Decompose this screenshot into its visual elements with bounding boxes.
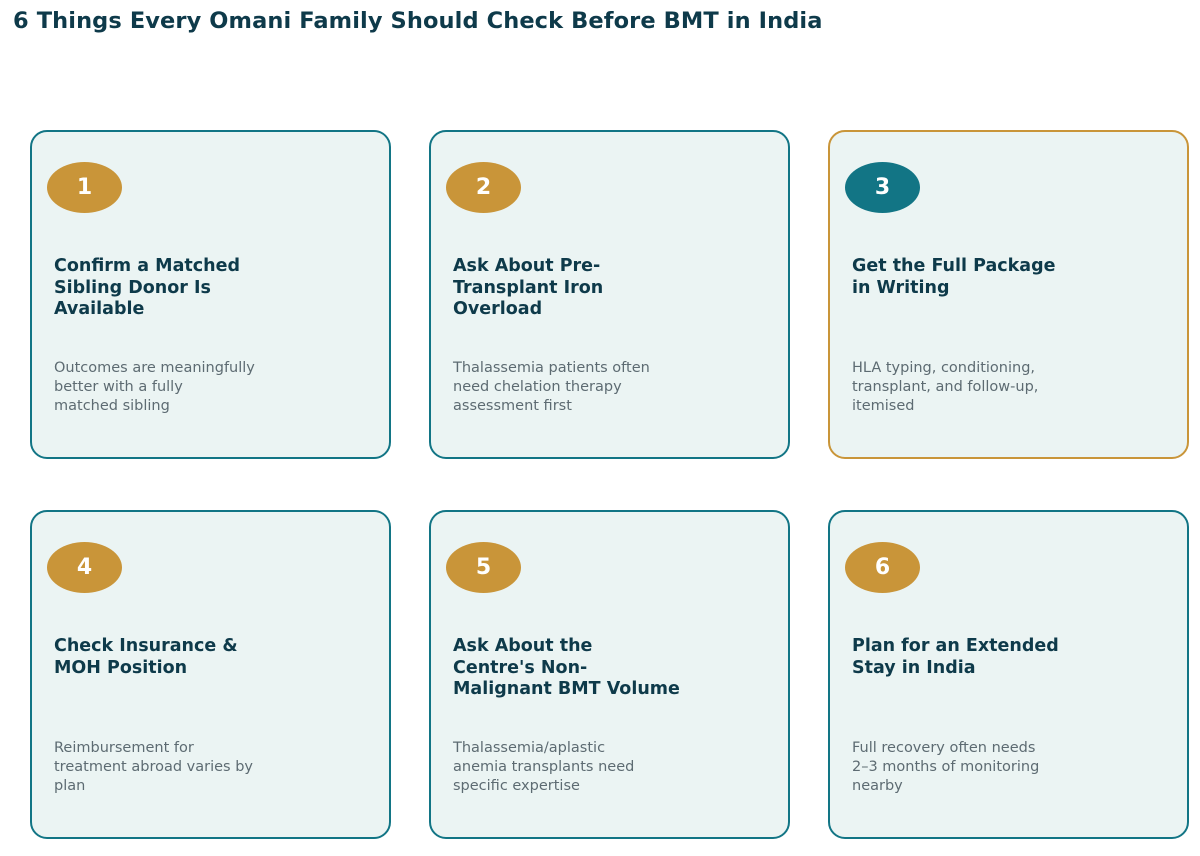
step-number-badge: 2 — [446, 162, 521, 213]
card-description: Thalassemia/aplastic anemia transplants … — [453, 740, 635, 795]
card-title: Confirm a Matched Sibling Donor Is Avail… — [54, 256, 240, 319]
card-title: Ask About Pre- Transplant Iron Overload — [453, 256, 604, 319]
checklist-card-3: 3 Get the Full Package in Writing HLA ty… — [828, 130, 1189, 459]
card-title: Plan for an Extended Stay in India — [852, 636, 1059, 678]
card-description: Full recovery often needs 2–3 months of … — [852, 740, 1040, 795]
card-description: Thalassemia patients often need chelatio… — [453, 360, 650, 415]
card-title: Check Insurance & MOH Position — [54, 636, 238, 678]
checklist-card-2: 2 Ask About Pre- Transplant Iron Overloa… — [429, 130, 790, 459]
step-number-badge: 3 — [845, 162, 920, 213]
checklist-card-4: 4 Check Insurance & MOH Position Reimbur… — [30, 510, 391, 839]
card-title: Ask About the Centre's Non- Malignant BM… — [453, 636, 680, 699]
card-title: Get the Full Package in Writing — [852, 256, 1056, 298]
card-description: Reimbursement for treatment abroad varie… — [54, 740, 253, 795]
checklist-card-5: 5 Ask About the Centre's Non- Malignant … — [429, 510, 790, 839]
card-description: HLA typing, conditioning, transplant, an… — [852, 360, 1039, 415]
step-number-badge: 5 — [446, 542, 521, 593]
step-number-badge: 4 — [47, 542, 122, 593]
card-description: Outcomes are meaningfully better with a … — [54, 360, 255, 415]
checklist-card-6: 6 Plan for an Extended Stay in India Ful… — [828, 510, 1189, 839]
page-title: 6 Things Every Omani Family Should Check… — [13, 8, 823, 34]
checklist-card-1: 1 Confirm a Matched Sibling Donor Is Ava… — [30, 130, 391, 459]
step-number-badge: 1 — [47, 162, 122, 213]
step-number-badge: 6 — [845, 542, 920, 593]
